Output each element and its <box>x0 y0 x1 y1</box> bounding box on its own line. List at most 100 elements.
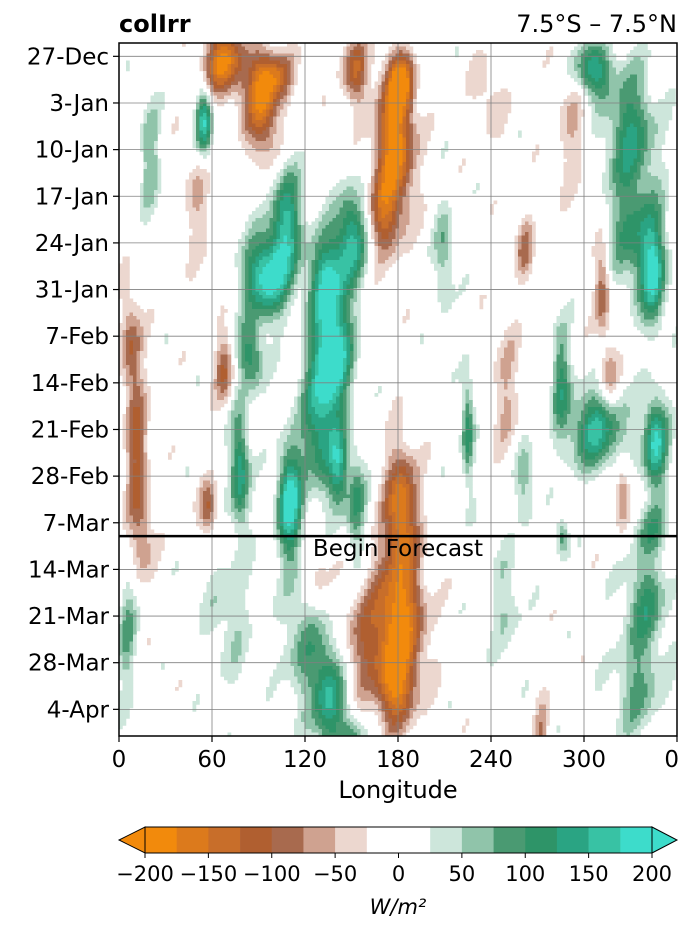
contour-cell <box>220 64 225 68</box>
contour-cell <box>626 88 631 93</box>
contour-cell <box>630 239 634 243</box>
contour-cell <box>290 249 295 254</box>
contour-cell <box>630 263 634 268</box>
contour-cell <box>381 169 386 173</box>
contour-cell <box>395 176 400 180</box>
contour-cell <box>283 256 288 261</box>
contour-cell <box>371 172 375 177</box>
contour-cell <box>658 141 662 145</box>
contour-cell <box>402 193 407 198</box>
contour-cell <box>651 176 655 180</box>
contour-cell <box>570 123 575 128</box>
contour-cell <box>238 64 242 68</box>
contour-cell <box>395 249 400 254</box>
contour-cell <box>245 71 249 75</box>
contour-cell <box>497 106 501 110</box>
contour-cell <box>280 130 284 135</box>
contour-cell <box>367 50 372 54</box>
contour-cell <box>619 218 624 222</box>
contour-cell <box>409 141 414 145</box>
contour-cell <box>661 127 666 131</box>
contour-cell <box>350 274 354 278</box>
contour-cell <box>374 162 379 166</box>
contour-cell <box>336 200 340 205</box>
contour-cell <box>574 60 578 65</box>
contour-cell <box>199 151 204 156</box>
contour-cell <box>602 270 606 275</box>
contour-cell <box>619 267 624 271</box>
contour-cell <box>665 109 669 114</box>
contour-cell <box>598 78 603 82</box>
contour-cell <box>605 190 610 194</box>
contour-cell <box>199 186 204 191</box>
contour-cell <box>626 211 631 215</box>
contour-cell <box>395 74 400 79</box>
contour-cell <box>644 193 648 198</box>
contour-cell <box>196 109 200 114</box>
contour-cell <box>189 183 193 187</box>
contour-cell <box>280 228 284 233</box>
contour-cell <box>490 95 494 100</box>
contour-cell <box>476 57 480 61</box>
contour-cell <box>280 109 284 114</box>
contour-cell <box>294 242 298 247</box>
contour-cell <box>612 176 617 180</box>
contour-cell <box>259 225 263 229</box>
contour-cell <box>420 162 424 166</box>
contour-cell <box>339 256 344 261</box>
contour-cell <box>353 176 358 180</box>
contour-cell <box>668 263 673 268</box>
contour-cell <box>661 102 666 107</box>
contour-cell <box>150 123 155 128</box>
contour-cell <box>360 253 365 257</box>
contour-cell <box>150 141 155 145</box>
contour-cell <box>637 130 641 135</box>
contour-cell <box>602 190 606 194</box>
contour-cell <box>591 249 596 254</box>
contour-cell <box>199 197 204 201</box>
contour-cell <box>378 169 382 173</box>
contour-cell <box>644 158 648 163</box>
contour-cell <box>262 102 267 107</box>
contour-cell <box>140 197 144 201</box>
contour-cell <box>574 186 578 191</box>
contour-cell <box>616 274 620 278</box>
contour-cell <box>665 246 669 250</box>
contour-cell <box>392 134 396 138</box>
contour-cell <box>402 109 407 114</box>
contour-cell <box>266 204 270 208</box>
contour-cell <box>658 249 662 254</box>
contour-cell <box>283 228 288 233</box>
contour-cell <box>248 221 253 226</box>
contour-cell <box>623 249 627 254</box>
contour-cell <box>280 99 284 103</box>
contour-cell <box>336 239 340 243</box>
contour-cell <box>360 218 365 222</box>
contour-cell <box>255 137 260 142</box>
contour-cell <box>360 57 365 61</box>
contour-cell <box>280 88 284 93</box>
contour-cell <box>633 228 638 233</box>
contour-cell <box>227 57 232 61</box>
contour-cell <box>350 176 354 180</box>
contour-cell <box>238 53 242 58</box>
contour-cell <box>262 151 267 156</box>
contour-cell <box>266 92 270 96</box>
contour-cell <box>381 127 386 131</box>
contour-cell <box>371 165 375 170</box>
contour-cell <box>147 211 151 215</box>
contour-cell <box>640 263 645 268</box>
contour-cell <box>567 113 571 117</box>
contour-cell <box>651 106 655 110</box>
contour-cell <box>143 137 148 142</box>
contour-cell <box>203 193 207 198</box>
contour-cell <box>343 78 347 82</box>
contour-cell <box>343 263 347 268</box>
contour-cell <box>374 95 379 100</box>
contour-cell <box>640 53 645 58</box>
contour-cell <box>150 106 155 110</box>
contour-cell <box>409 123 414 128</box>
contour-cell <box>301 235 305 240</box>
contour-cell <box>574 50 578 54</box>
contour-cell <box>651 246 655 250</box>
